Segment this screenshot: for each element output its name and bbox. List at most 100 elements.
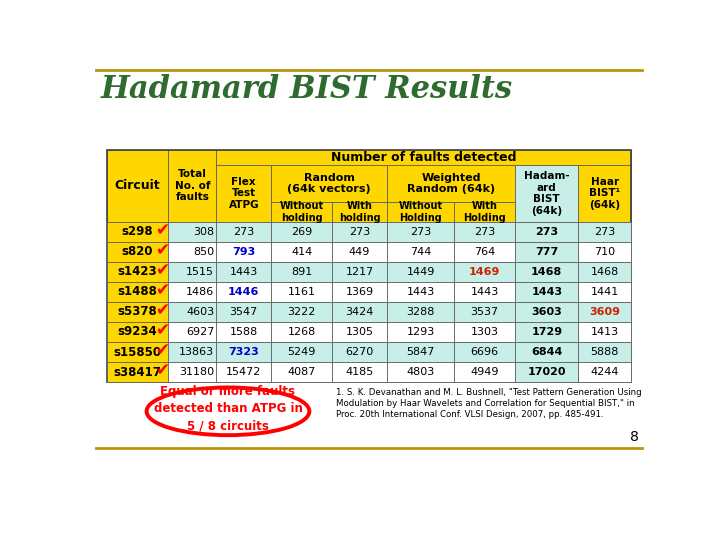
Text: Without
Holding: Without Holding xyxy=(398,201,443,222)
Text: 1305: 1305 xyxy=(346,327,374,337)
Bar xyxy=(454,322,516,342)
Text: 1449: 1449 xyxy=(406,267,435,277)
Bar xyxy=(578,322,631,342)
Bar xyxy=(516,165,578,222)
Text: ✔: ✔ xyxy=(155,321,168,340)
Text: With
holding: With holding xyxy=(338,201,380,222)
Bar xyxy=(516,342,578,362)
Bar xyxy=(168,222,217,242)
Text: 5888: 5888 xyxy=(590,347,618,357)
Bar xyxy=(332,262,387,282)
Bar xyxy=(217,322,271,342)
Text: 764: 764 xyxy=(474,247,495,257)
Bar xyxy=(217,165,271,222)
Text: 1268: 1268 xyxy=(287,327,316,337)
Text: ✔: ✔ xyxy=(155,241,168,259)
Text: 1446: 1446 xyxy=(228,287,259,297)
Text: 8: 8 xyxy=(630,430,639,444)
Text: 1443: 1443 xyxy=(230,267,258,277)
Bar xyxy=(332,222,387,242)
Text: 6927: 6927 xyxy=(186,327,214,337)
Text: 273: 273 xyxy=(233,227,254,237)
Text: 1468: 1468 xyxy=(590,267,618,277)
Bar xyxy=(387,262,454,282)
Bar xyxy=(168,242,217,262)
Bar xyxy=(332,342,387,362)
Text: 1369: 1369 xyxy=(346,287,374,297)
Text: 7323: 7323 xyxy=(228,347,259,357)
Text: 1486: 1486 xyxy=(186,287,214,297)
Bar xyxy=(168,262,217,282)
Text: 449: 449 xyxy=(349,247,370,257)
Bar xyxy=(387,302,454,322)
Bar xyxy=(516,282,578,302)
Text: 13863: 13863 xyxy=(179,347,214,357)
Text: s1488: s1488 xyxy=(117,286,158,299)
Bar xyxy=(107,262,168,282)
Bar xyxy=(332,322,387,342)
Bar xyxy=(168,150,217,222)
Text: 269: 269 xyxy=(291,227,312,237)
Text: 3288: 3288 xyxy=(406,307,435,317)
Text: ✔: ✔ xyxy=(155,221,168,239)
Text: 3424: 3424 xyxy=(346,307,374,317)
Text: 891: 891 xyxy=(291,267,312,277)
Text: Weighted
Random (64k): Weighted Random (64k) xyxy=(407,173,495,194)
Text: 4803: 4803 xyxy=(406,367,435,377)
Bar xyxy=(217,150,631,165)
Text: 744: 744 xyxy=(410,247,431,257)
Bar xyxy=(107,222,168,242)
Text: 6696: 6696 xyxy=(471,347,499,357)
Bar xyxy=(387,322,454,342)
Bar xyxy=(516,222,578,242)
Text: Equal or more faults
detected than ATPG in
5 / 8 circuits: Equal or more faults detected than ATPG … xyxy=(153,386,302,433)
Text: s1423: s1423 xyxy=(118,266,158,279)
Text: 273: 273 xyxy=(474,227,495,237)
Bar xyxy=(271,222,332,242)
Bar xyxy=(387,242,454,262)
Bar xyxy=(578,222,631,242)
Text: 4603: 4603 xyxy=(186,307,214,317)
Bar xyxy=(332,242,387,262)
Bar xyxy=(107,322,168,342)
Text: 710: 710 xyxy=(594,247,615,257)
Text: Flex
Test
ATPG: Flex Test ATPG xyxy=(228,177,259,210)
Bar xyxy=(578,282,631,302)
Text: 4244: 4244 xyxy=(590,367,619,377)
Text: 15472: 15472 xyxy=(226,367,261,377)
Text: 1441: 1441 xyxy=(590,287,618,297)
Bar xyxy=(387,282,454,302)
Bar xyxy=(387,342,454,362)
Bar xyxy=(516,262,578,282)
Text: 414: 414 xyxy=(291,247,312,257)
Bar xyxy=(516,322,578,342)
Bar xyxy=(387,222,454,242)
Text: 3537: 3537 xyxy=(471,307,499,317)
Text: 4087: 4087 xyxy=(287,367,316,377)
Text: 1469: 1469 xyxy=(469,267,500,277)
Bar xyxy=(107,282,168,302)
Text: 273: 273 xyxy=(594,227,616,237)
Text: s5378: s5378 xyxy=(117,306,158,319)
Bar xyxy=(271,322,332,342)
Bar xyxy=(516,302,578,322)
Bar xyxy=(271,202,332,222)
Text: 6844: 6844 xyxy=(531,347,562,357)
Bar xyxy=(217,222,271,242)
Bar xyxy=(454,362,516,382)
Bar xyxy=(387,165,516,202)
Text: 17020: 17020 xyxy=(528,367,566,377)
Text: Without
holding: Without holding xyxy=(279,201,324,222)
Bar xyxy=(454,222,516,242)
Bar xyxy=(516,242,578,262)
Text: Number of faults detected: Number of faults detected xyxy=(331,151,516,164)
Text: 1588: 1588 xyxy=(230,327,258,337)
Bar xyxy=(387,362,454,382)
Text: ✔: ✔ xyxy=(155,281,168,299)
Text: Total
No. of
faults: Total No. of faults xyxy=(174,169,210,202)
Bar xyxy=(107,342,168,362)
Bar xyxy=(578,342,631,362)
Text: 5249: 5249 xyxy=(287,347,316,357)
Bar xyxy=(168,362,217,382)
Bar xyxy=(271,282,332,302)
